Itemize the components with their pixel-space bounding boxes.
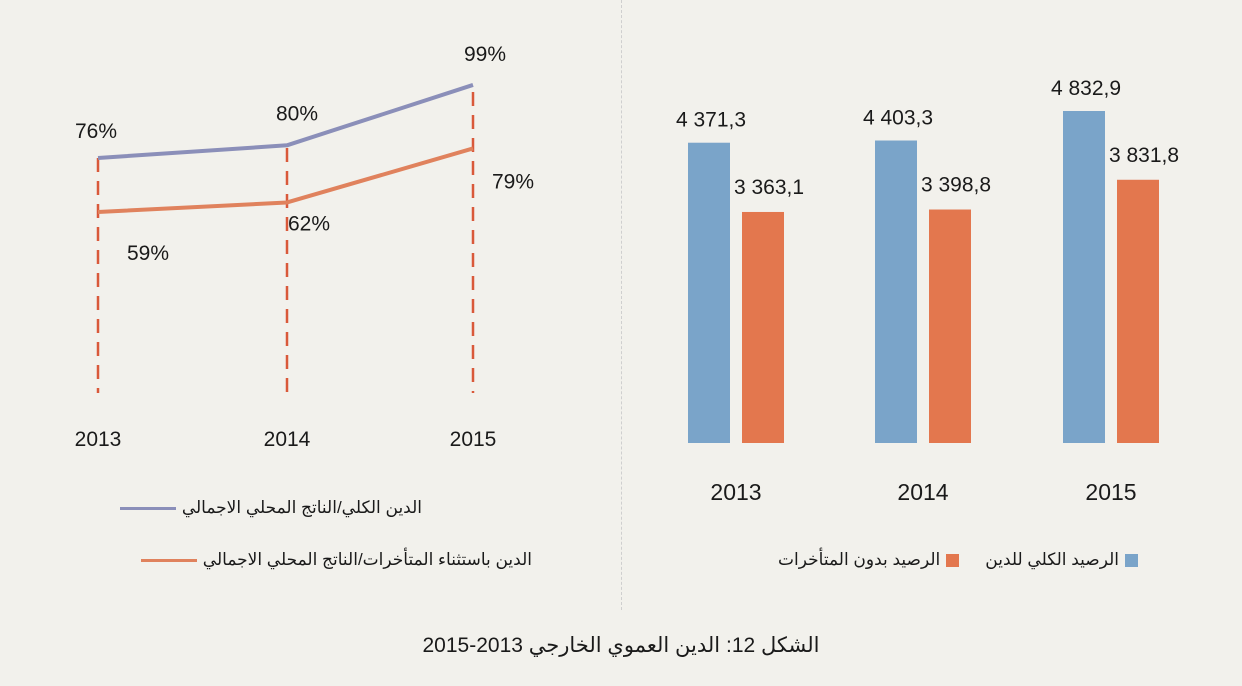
data-label-excl-2014: 3 398,8 (921, 174, 991, 197)
data-label-excl-2013: 3 363,1 (734, 176, 804, 199)
data-label-excl-2014: 62% (288, 212, 330, 235)
bar-excl-2015 (1117, 179, 1159, 444)
bar-total-2014 (875, 140, 917, 443)
line-chart: 2013 2014 2015 76% 80% 99% 59% 62% 79% (75, 43, 534, 451)
x-tick-label-2015: 2015 (450, 428, 497, 451)
x-tick-label-2014: 2014 (264, 428, 311, 451)
bar-total-2015 (1063, 111, 1105, 443)
x-tick-label-2013: 2013 (710, 479, 761, 505)
panel-separator (621, 0, 622, 610)
data-label-total-2013: 4 371,3 (676, 109, 746, 132)
data-label-excl-2015: 3 831,8 (1109, 144, 1179, 167)
legend-label-total-balance: الرصيد الكلي للدين (985, 550, 1119, 569)
legend-item-balance-excl-arrears: الرصيد بدون المتأخرات (778, 550, 960, 570)
x-tick-label-2014: 2014 (897, 479, 948, 505)
data-label-total-2014: 80% (276, 102, 318, 125)
bar-excl-2013 (742, 211, 784, 443)
data-label-excl-2013: 59% (127, 242, 169, 265)
data-label-total-2015: 4 832,9 (1051, 77, 1121, 100)
legend-label-total-ratio: الدين الكلي/الناتج المحلي الاجمالي (181, 498, 422, 517)
legend-label-balance-excl-arrears: الرصيد بدون المتأخرات (778, 550, 941, 569)
bar-total-2013 (688, 142, 730, 443)
legend-item-excl-arrears-ratio: الدين باستثناء المتأخرات/الناتج المحلي ا… (140, 550, 532, 570)
line-chart-panel: 2013 2014 2015 76% 80% 99% 59% 62% 79% الدين الك… (0, 0, 620, 610)
series-line-excl-arrears-ratio (97, 146, 474, 214)
legend-item-total-balance: الرصيد الكلي للدين (985, 550, 1138, 570)
bar-excl-2014 (929, 209, 971, 443)
data-label-total-2013: 76% (75, 120, 117, 143)
legend-label-excl-arrears-ratio: الدين باستثناء المتأخرات/الناتج المحلي ا… (202, 550, 532, 569)
data-label-total-2015: 99% (464, 43, 506, 66)
bar-chart-panel: 4 371,3 3 363,1 2013 4 403,3 3 398,8 2014 4 83… (624, 0, 1242, 610)
legend-swatch-blue (1125, 553, 1138, 567)
legend-line-orange (140, 558, 197, 562)
x-tick-label-2013: 2013 (75, 428, 122, 451)
series-line-total-ratio (97, 83, 474, 160)
legend-item-total-ratio: الدين الكلي/الناتج المحلي الاجمالي (119, 498, 422, 518)
legend-line-purple (119, 506, 176, 510)
figure-caption: الشكل 12: الدين العموي الخارجي 2013-2015 (422, 634, 820, 657)
data-label-excl-2015: 79% (492, 170, 534, 193)
x-tick-label-2015: 2015 (1085, 479, 1136, 505)
data-label-total-2014: 4 403,3 (863, 107, 933, 130)
bar-legend: الرصيد الكلي للدين الرصيد بدون المتأخرات (778, 550, 1138, 570)
bar-chart: 4 371,3 3 363,1 2013 4 403,3 3 398,8 2014 4 83… (676, 77, 1179, 505)
legend-swatch-orange (946, 553, 960, 567)
